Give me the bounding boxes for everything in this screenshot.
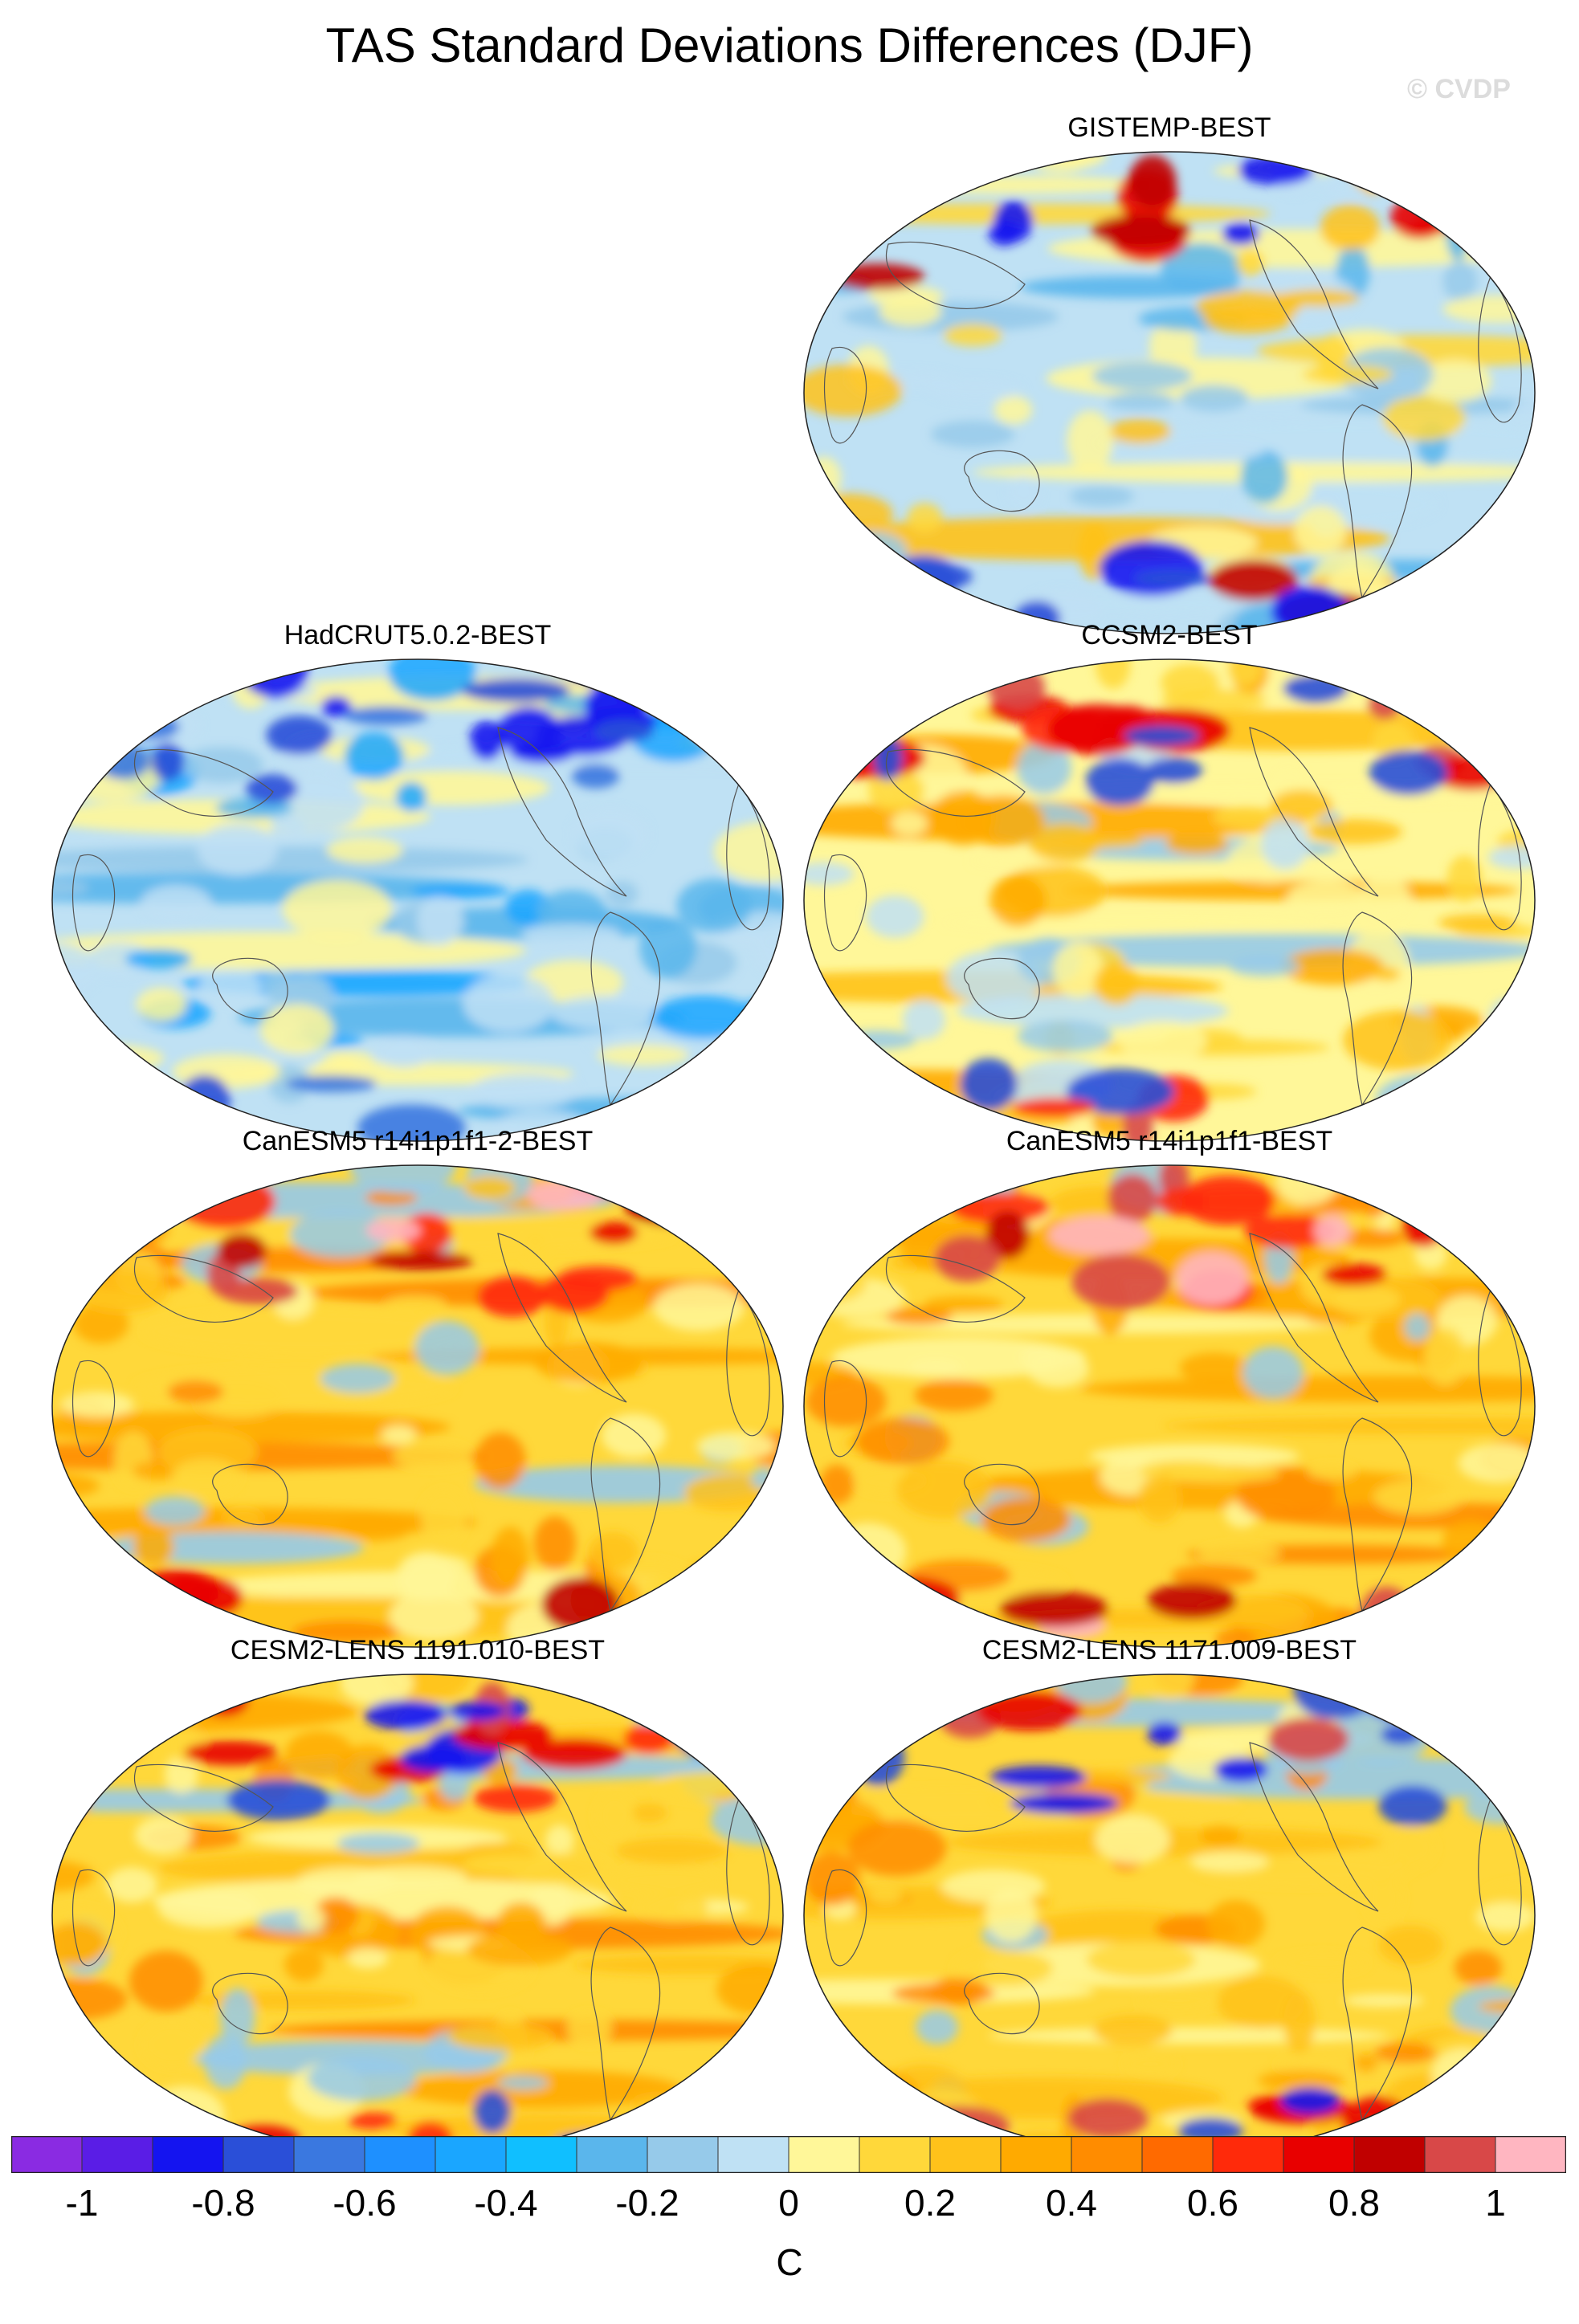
colorbar-swatch (506, 2136, 577, 2173)
colorbar-swatch (365, 2136, 436, 2173)
colorbar-swatch (859, 2136, 931, 2173)
colorbar-tick-label: -0.8 (191, 2182, 255, 2224)
colorbar-swatch (153, 2136, 224, 2173)
panel-title-cesm2-1191: CESM2-LENS 1191.010-BEST (230, 1635, 606, 1666)
colorbar-swatch (435, 2136, 507, 2173)
panel-title-cesm2-1171: CESM2-LENS 1171.009-BEST (981, 1635, 1357, 1666)
figure-title: TAS Standard Deviations Differences (DJF… (325, 18, 1254, 72)
map-border (803, 1164, 1536, 1648)
colorbar-swatch (82, 2136, 153, 2173)
map-border (51, 658, 784, 1142)
colorbar-swatch (1001, 2136, 1072, 2173)
map-cesm2-1191 (51, 1674, 784, 2157)
colorbar-tick-label: 0.4 (1046, 2182, 1097, 2224)
colorbar-swatch (294, 2136, 365, 2173)
colorbar-tick-label: 0.8 (1328, 2182, 1380, 2224)
cvdp-watermark: © CVDP (1407, 74, 1511, 104)
map-border (803, 658, 1536, 1142)
colorbar-tick-label: -1 (65, 2182, 99, 2224)
colorbar-tick-labels: -1 -0.8 -0.6 -0.4 -0.2 0 0.2 0.4 0.6 0.8 1 (0, 2181, 1579, 2237)
colorbar-swatch (1142, 2136, 1214, 2173)
colorbar-swatch (1495, 2136, 1566, 2173)
map-hadcrut (51, 658, 784, 1142)
colorbar-swatch (223, 2136, 295, 2173)
colorbar-swatch (11, 2136, 83, 2173)
colorbar-tick-label: -0.2 (615, 2182, 679, 2224)
map-cesm2-1171 (803, 1674, 1536, 2157)
colorbar-tick-label: 1 (1485, 2182, 1506, 2224)
panel-title-canesm5: CanESM5 r14i1p1f1-BEST (1006, 1126, 1333, 1156)
colorbar-swatch (1354, 2136, 1426, 2173)
colorbar-swatch (1425, 2136, 1496, 2173)
colorbar-tick-label: -0.4 (474, 2182, 538, 2224)
coastlines (823, 1742, 1522, 2122)
panel-title-gistemp: GISTEMP-BEST (1067, 112, 1271, 143)
colorbar-tick-label: 0.2 (904, 2182, 956, 2224)
colorbar-swatch (789, 2136, 860, 2173)
colorbar-tick-label: -0.6 (333, 2182, 397, 2224)
panel-title-hadcrut: HadCRUT5.0.2-BEST (284, 620, 552, 650)
coastlines (823, 219, 1522, 599)
panel-title-ccsm2: CCSM2-BEST (1081, 620, 1258, 650)
map-border (51, 1164, 784, 1648)
colorbar (11, 2136, 1566, 2173)
colorbar-swatch (1283, 2136, 1355, 2173)
panel-title-canesm5-2: CanESM5 r14i1p1f1-2-BEST (242, 1126, 594, 1156)
colorbar-tick-label: 0 (778, 2182, 799, 2224)
map-canesm5 (803, 1164, 1536, 1648)
colorbar-swatch (930, 2136, 1002, 2173)
colorbar-swatch (647, 2136, 719, 2173)
map-gistemp (803, 151, 1536, 634)
map-border (803, 151, 1536, 634)
colorbar-unit-label: C (776, 2241, 803, 2283)
colorbar-swatch (577, 2136, 648, 2173)
colorbar-swatch (1071, 2136, 1143, 2173)
colorbar-swatch (1213, 2136, 1284, 2173)
colorbar-tick-label: 0.6 (1187, 2182, 1238, 2224)
map-canesm5-2 (51, 1164, 784, 1648)
colorbar-swatch (718, 2136, 790, 2173)
map-ccsm2 (803, 658, 1536, 1142)
